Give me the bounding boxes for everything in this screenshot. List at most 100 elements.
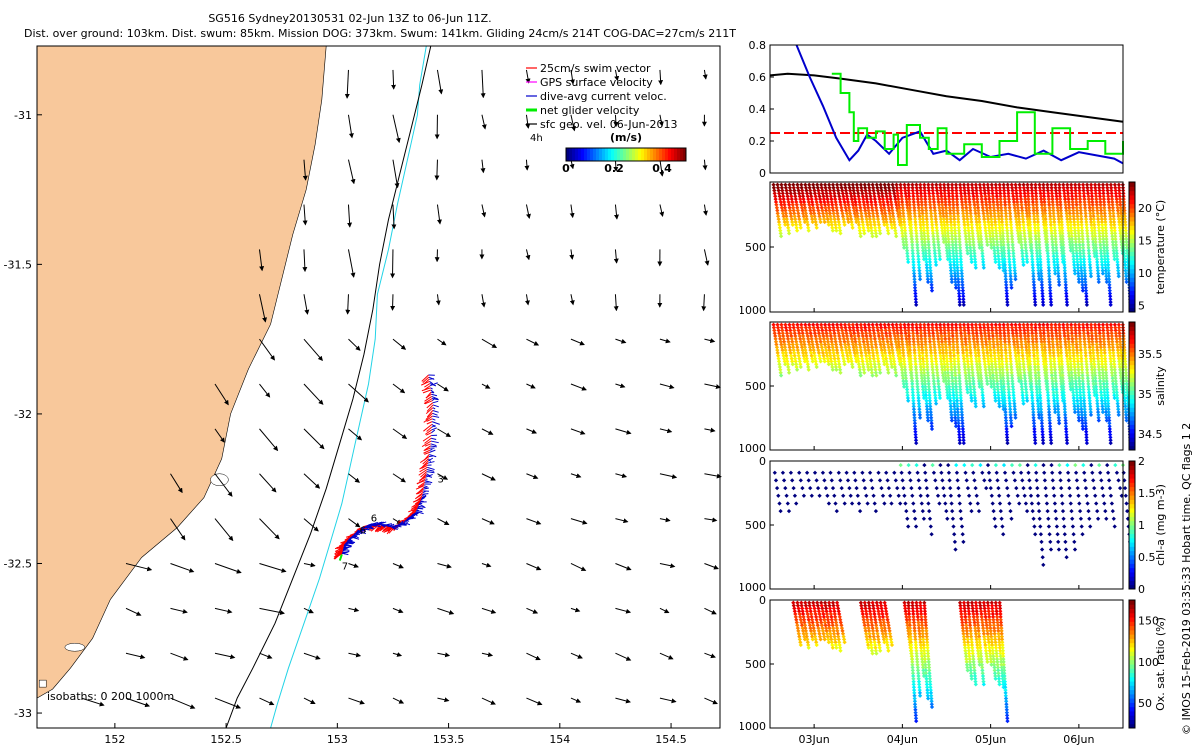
geo-velocity-arrow (437, 428, 452, 438)
temperature-data-point (821, 216, 827, 222)
dac-vector (431, 395, 439, 400)
temperature-data-point (827, 208, 832, 213)
temperature-data-point (876, 219, 881, 225)
geo-velocity-arrow (259, 473, 277, 493)
temperature-data-point (783, 211, 789, 216)
temperature-data-point (860, 222, 866, 227)
temperature-data-point (802, 219, 808, 225)
swim-vector (424, 400, 433, 405)
colorbar-cell (662, 148, 666, 161)
geo-velocity-arrow (259, 338, 275, 361)
temperature-data-point (829, 196, 834, 202)
temperature-data-point (781, 199, 787, 205)
dac-vector (429, 448, 433, 451)
land-area (36, 45, 327, 699)
temperature-data-point (869, 231, 875, 236)
temperature-data-point (844, 191, 849, 196)
temperature-colorbar-cell (1129, 242, 1135, 248)
temperature-data-point (868, 194, 873, 199)
temperature-data-point (867, 214, 872, 219)
temperature-data-point (851, 208, 857, 213)
temperature-data-point (813, 196, 819, 202)
temperature-colorbar-cell (1129, 221, 1135, 226)
temperature-data-point (834, 208, 840, 213)
colorbar-cell (569, 148, 573, 161)
y-tick-label: -32 (14, 408, 32, 421)
geo-velocity-arrow (480, 69, 486, 99)
swim-vector (420, 471, 427, 478)
temperature-data-point (824, 194, 830, 199)
geo-velocity-arrow (481, 607, 497, 614)
temperature-data-point (870, 211, 876, 216)
x-tick-label: 152.5 (210, 733, 242, 746)
temperature-data-point (841, 219, 847, 225)
colorbar-cell (572, 148, 576, 161)
dac-vector (430, 445, 437, 448)
geo-velocity-arrow (481, 383, 491, 389)
swim-vector (423, 449, 431, 454)
temperature-data-point (823, 185, 828, 190)
geo-velocity-arrow (348, 473, 360, 483)
legend-note: 4h (530, 133, 543, 144)
dac-vector (432, 400, 439, 404)
colorbar-cell (680, 148, 684, 161)
swim-vector (426, 426, 433, 432)
temperature-data-point (856, 194, 861, 199)
swim-vector (336, 545, 345, 549)
temperature-data-point (885, 225, 890, 230)
temperature-data-point (875, 216, 881, 222)
net-velocity-vector (338, 554, 343, 561)
geo-velocity-arrow (704, 383, 721, 389)
temperature-data-point (873, 231, 879, 236)
dac-vector (399, 522, 403, 525)
geo-velocity-arrow (81, 697, 105, 707)
temperature-colorbar-cell (1129, 273, 1135, 278)
colorbar-cell (683, 148, 687, 161)
temperature-colorbar-cell (1129, 212, 1135, 218)
temperature-data-point (864, 196, 870, 202)
geo-velocity-arrow (125, 562, 153, 572)
temperature-data-point (785, 194, 790, 199)
swim-vector (421, 380, 430, 386)
geo-velocity-arrow (615, 563, 632, 571)
swim-vector (423, 415, 433, 423)
temperature-data-point (785, 196, 791, 202)
temperature-data-point (864, 194, 869, 199)
colorbar-cell (641, 148, 645, 161)
geo-velocity-arrow (437, 518, 450, 525)
velocity-series-line (795, 44, 1124, 165)
swim-vector (415, 493, 423, 499)
swim-vector (338, 542, 346, 547)
temperature-data-point (776, 191, 782, 196)
temperature-data-point (774, 205, 780, 210)
swim-vector (424, 447, 431, 451)
colorbar-cell (602, 148, 606, 161)
temperature-data-point (822, 199, 827, 205)
temperature-data-point (795, 185, 801, 190)
swim-vector (426, 432, 432, 436)
temperature-data-point (822, 202, 828, 207)
geo-velocity-arrow (526, 473, 539, 480)
geo-velocity-arrow (525, 249, 531, 261)
colorbar-cell (578, 148, 582, 161)
legend-label: GPS surface velocity (540, 76, 653, 89)
temperature-colorbar-cell (1129, 286, 1135, 291)
colorbar-cell (584, 148, 588, 161)
dac-vector (403, 521, 411, 526)
dac-vector (421, 494, 427, 499)
geo-velocity-arrow (303, 383, 324, 405)
temperature-data-point (775, 182, 780, 187)
colorbar-cell (623, 148, 627, 161)
geo-velocity-arrow (613, 249, 619, 264)
temperature-data-point (850, 225, 855, 230)
temperature-data-point (787, 182, 792, 187)
colorbar-cell (644, 148, 648, 161)
dac-vector (343, 541, 348, 546)
temperature-data-point (786, 231, 792, 236)
temperature-data-point (784, 214, 789, 219)
geo-velocity-arrow (570, 473, 582, 479)
temperature-data-point (874, 211, 880, 216)
swim-vector (408, 507, 418, 513)
temperature-data-point (845, 199, 851, 205)
temperature-data-point (776, 219, 782, 225)
